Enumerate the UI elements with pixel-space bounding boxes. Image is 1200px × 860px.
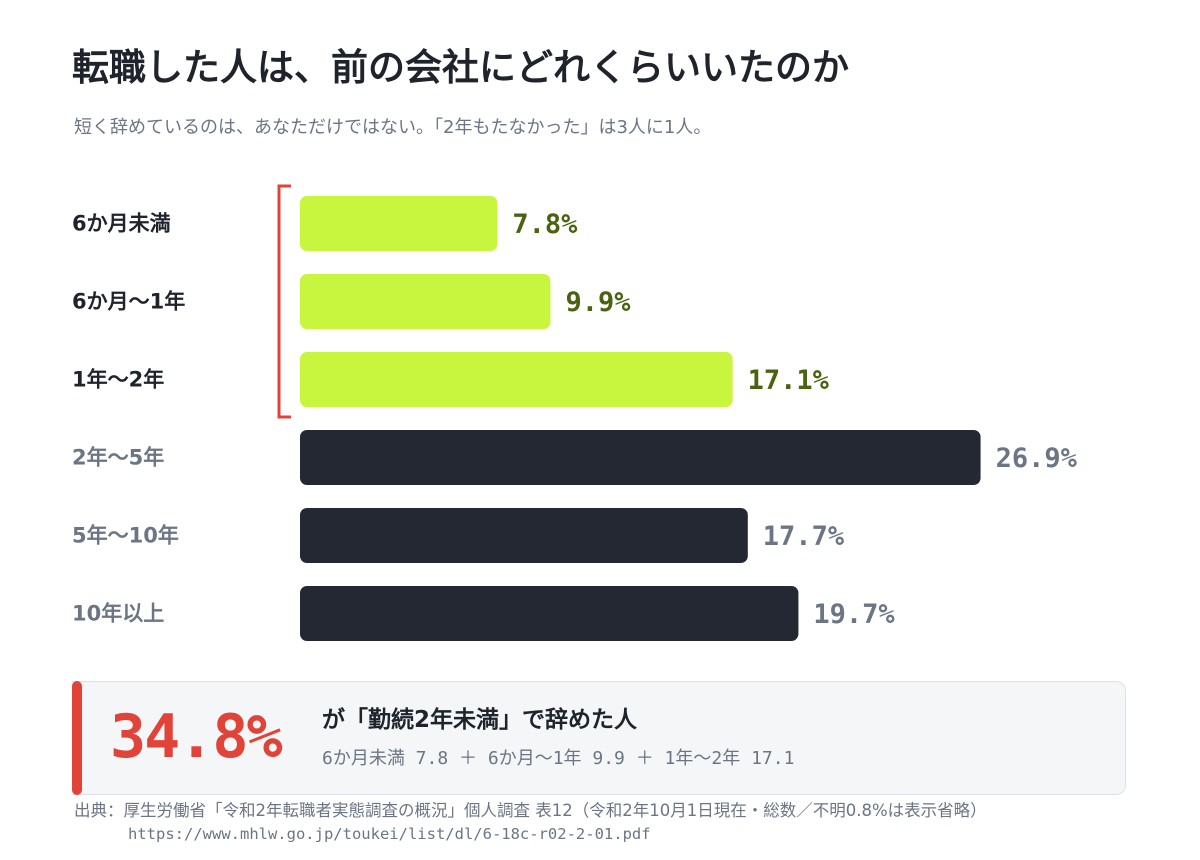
bar [300,508,748,563]
category-label: 5年〜10年 [72,524,179,548]
bar [300,196,498,251]
source-url: https://www.mhlw.go.jp/toukei/list/dl/6-… [128,825,651,843]
value-label: 9.9% [565,287,631,318]
bar [300,352,733,407]
category-label: 1年〜2年 [72,368,164,392]
category-label: 2年〜5年 [72,446,164,470]
category-label: 6か月未満 [72,212,171,236]
summary-callout: 34.8% が「勤続2年未満」で辞めた人 6か月未満 7.8 ＋ 6か月〜1年 … [72,681,1126,795]
highlight-bracket [277,184,291,419]
category-label: 6か月〜1年 [72,290,185,314]
bar [300,586,799,641]
chart-subtitle: 短く辞めているのは、あなただけではない。「2年もたなかった」は3人に1人。 [74,117,712,138]
source-citation: 出典：厚生労働省「令和2年転職者実態調査の概況」個人調査 表12（令和2年10月… [74,801,987,820]
bar-chart: 6か月未満 7.8% 6か月〜1年 9.9% 1年〜2年 17.1% 2年〜5年 26.9% 5… [72,184,1078,641]
value-label: 19.7% [813,599,895,630]
category-label: 10年以上 [72,602,164,626]
value-label: 17.1% [748,365,830,396]
callout-accent-bar [72,681,82,795]
chart-title: 転職した人は、前の会社にどれくらいいたのか [72,46,849,89]
bar [300,430,981,485]
value-label: 17.7% [763,521,845,552]
callout-headline: が「勤続2年未満」で辞めた人 [322,707,638,733]
callout-breakdown: 6か月未満 7.8 ＋ 6か月〜1年 9.9 ＋ 1年〜2年 17.1 [322,748,795,769]
bar [300,274,551,329]
callout-value: 34.8% [110,702,283,772]
value-label: 26.9% [996,443,1078,474]
value-label: 7.8% [512,209,578,240]
